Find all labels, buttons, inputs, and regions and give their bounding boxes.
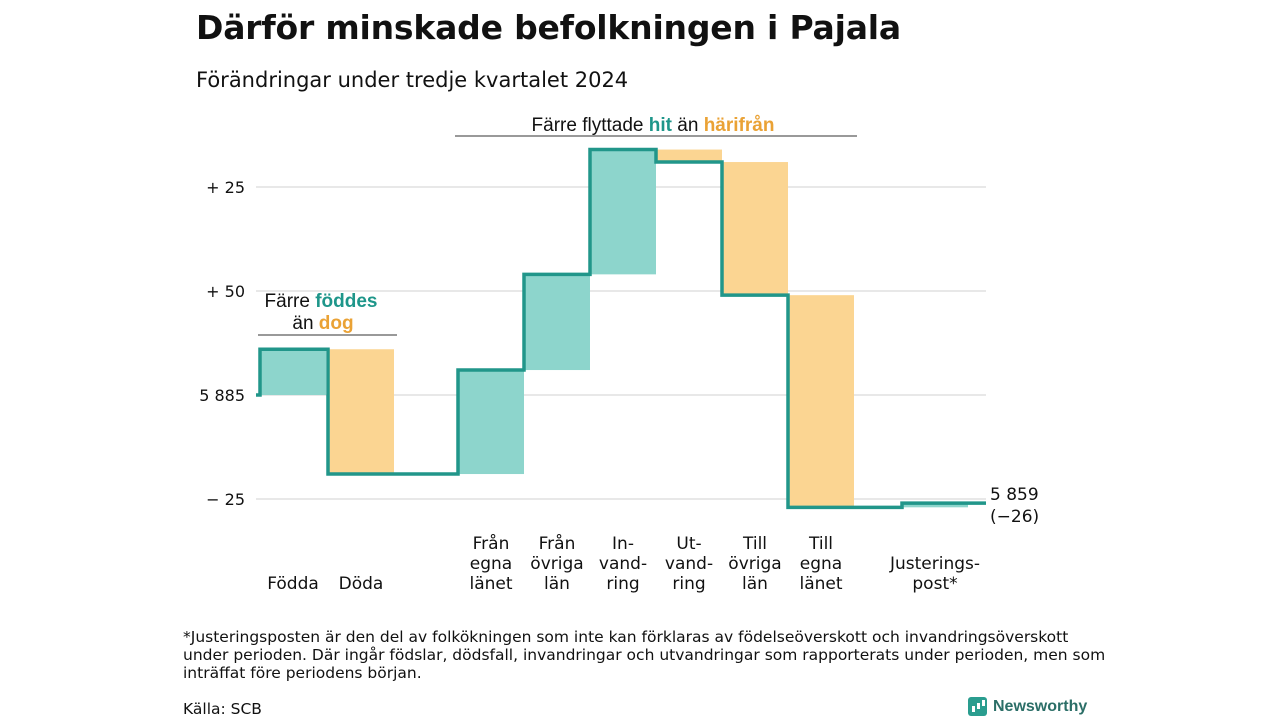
annotation-migration-mid: än	[672, 115, 704, 136]
x-category-label: län	[742, 574, 768, 594]
annotation-births-prefix: Färre	[265, 291, 316, 312]
cumulative-step-line	[256, 147, 986, 510]
x-category-label: Till	[742, 534, 767, 554]
bar-utvandring	[656, 149, 722, 163]
svg-text:än dog: än dog	[292, 313, 353, 334]
end-value-label: 5 859	[990, 485, 1039, 505]
x-category-label: övriga	[530, 554, 583, 574]
y-tick-label: 5 885	[199, 386, 245, 405]
annotation-migration-prefix: Färre flyttade	[532, 115, 649, 136]
x-category-label: ring	[606, 574, 639, 594]
x-category-label: In-	[612, 534, 634, 554]
annotation-migration-harifran: härifrån	[704, 115, 775, 136]
bar-justeringspost	[902, 503, 968, 508]
x-category-label: vand-	[599, 554, 647, 574]
x-category-label: Födda	[267, 574, 319, 594]
end-change-label: (−26)	[990, 507, 1039, 527]
bar-frånegnalänet	[458, 370, 524, 475]
chart-title: Därför minskade befolkningen i Pajala	[196, 8, 901, 47]
x-category-label: Från	[539, 533, 576, 554]
x-category-label: Ut-	[676, 534, 701, 554]
bar-frånövrigalän	[524, 274, 590, 371]
chart-subtitle: Förändringar under tredje kvartalet 2024	[196, 68, 629, 92]
y-tick-label: + 25	[206, 178, 245, 197]
x-category-label: ring	[672, 574, 705, 594]
bar-födda	[260, 349, 326, 395]
annotation-births-highlight: föddes	[315, 291, 377, 312]
y-tick-label: − 25	[206, 490, 245, 509]
x-category-label: post*	[912, 574, 957, 594]
annotation-deaths-prefix: än	[292, 313, 318, 334]
x-category-label: Justerings-	[889, 554, 980, 574]
bar-döda	[328, 349, 394, 475]
annotation-deaths-highlight: dog	[319, 313, 354, 334]
x-category-label: länet	[469, 574, 512, 594]
bar-tillövrigalän	[722, 162, 788, 296]
annotation-migration-hit: hit	[649, 115, 673, 136]
bar-invandring	[590, 149, 656, 275]
x-category-label: Till	[808, 534, 833, 554]
svg-text:Färre föddes: Färre föddes	[265, 291, 378, 312]
source: Källa: SCB	[183, 700, 262, 718]
x-category-label: egna	[470, 554, 512, 574]
waterfall-chart: + 50 + 25 5 885 − 25 5 859(−26) Födda Döda Fr…	[199, 115, 1039, 594]
x-category-label: Från	[473, 533, 510, 554]
x-category-label: övriga	[728, 554, 781, 574]
newsworthy-icon	[968, 697, 987, 716]
migration-annotation: Färre flyttade hit än härifrån	[455, 115, 857, 137]
svg-text:Färre flyttade hit än härifrån: Färre flyttade hit än härifrån	[532, 115, 775, 136]
y-tick-label: + 50	[206, 282, 245, 301]
x-category-label: län	[544, 574, 570, 594]
births-annotation: Färre föddes än dog	[258, 291, 397, 336]
bar-tillegnalänet	[788, 295, 854, 508]
x-category-label: egna	[800, 554, 842, 574]
x-category-label: vand-	[665, 554, 713, 574]
brand-name: Newsworthy	[993, 697, 1088, 715]
x-category-label: Döda	[339, 574, 384, 594]
x-category-label: länet	[799, 574, 842, 594]
footnote: *Justeringsposten är den del av folkökni…	[183, 628, 1106, 682]
brand-logo: Newsworthy	[968, 697, 1087, 716]
